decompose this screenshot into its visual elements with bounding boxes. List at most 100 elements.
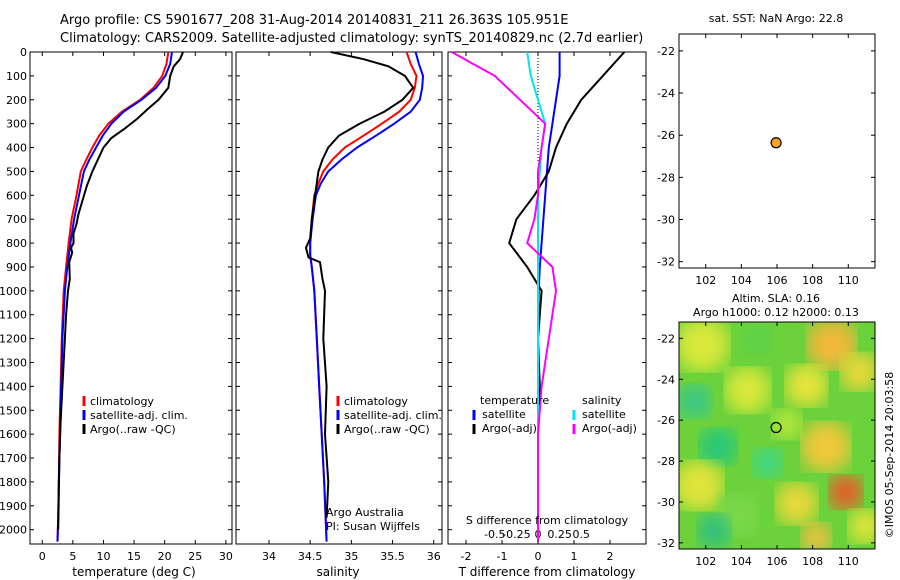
annotation-line-1: Argo Australia <box>326 506 404 519</box>
axes-frame <box>235 51 443 545</box>
argo-position-marker <box>770 421 782 434</box>
sla-blob <box>847 508 875 545</box>
sla-blob <box>723 366 772 415</box>
series-line <box>309 51 425 542</box>
salinity-xlabel: salinity <box>316 565 359 579</box>
x-tick-label: -2 <box>461 550 472 563</box>
x-tick-label: 2 <box>607 550 614 563</box>
y-tick-label: 1000 <box>0 285 27 298</box>
sla-heatmap <box>679 322 875 549</box>
y-tick-label: 1600 <box>0 428 27 441</box>
series-line <box>57 51 184 530</box>
salinity-panel: 34 34.5 35 35.5 36 climatologysatellite-adj. … <box>235 51 443 563</box>
y-tick-label: -22 <box>657 45 675 58</box>
x-tick-label: 102 <box>695 274 716 287</box>
sla-map-title-2: Argo h1000: 0.12 h2000: 0.13 <box>693 306 859 319</box>
y-tick-label: 1400 <box>0 380 27 393</box>
x-tick-label: 108 <box>802 555 823 568</box>
legend-label: Argo(..raw -QC) <box>344 423 430 436</box>
sst-map-panel: -22 -24 -26 -28 -30 -32 102 104 106 108 110 <box>657 33 876 287</box>
sla-blob <box>784 363 829 408</box>
sla-blob <box>741 324 774 357</box>
sla-blob <box>800 420 852 473</box>
y-tick-label: 1300 <box>0 356 27 369</box>
x-tick-top-label: 0.5 <box>572 528 590 541</box>
legend-group-title: salinity <box>582 394 622 407</box>
difference-xlabel: T difference from climatology <box>458 565 636 579</box>
x-tick-label: 10 <box>96 550 110 563</box>
x-tick-top-label: 0.25 <box>547 528 572 541</box>
x-tick-label: 110 <box>838 555 859 568</box>
map-frame <box>678 33 876 269</box>
x-tick-label: 34 <box>262 550 276 563</box>
y-tick-label: 1500 <box>0 404 27 417</box>
y-tick-label: 900 <box>6 261 27 274</box>
sla-blob <box>679 322 731 373</box>
series-line <box>56 51 173 542</box>
legend-label: climatology <box>90 395 154 408</box>
x-tick-label: 1 <box>571 550 578 563</box>
sla-map-title-1: Altim. SLA: 0.16 <box>732 292 820 305</box>
sst-map-title: sat. SST: NaN Argo: 22.8 <box>709 12 843 25</box>
sla-blob <box>827 474 864 511</box>
y-tick-label: -32 <box>657 537 675 550</box>
y-tick-label: -24 <box>657 373 675 386</box>
x-tick-label: 106 <box>767 555 788 568</box>
legend-label: Argo(-adj) <box>482 422 537 435</box>
y-tick-label: -24 <box>657 87 675 100</box>
y-tick-label: -28 <box>657 171 675 184</box>
x-tick-label: 35 <box>344 550 358 563</box>
y-tick-label: 800 <box>6 237 27 250</box>
sla-blob <box>698 426 739 467</box>
legend-label: climatology <box>344 395 408 408</box>
y-tick-label: -30 <box>657 496 675 509</box>
difference-panel: -2 -1 0 1 2-0.5-0.25 0 0.25 0.5temperaturesatel… <box>447 51 647 563</box>
y-tick-label: -28 <box>657 455 675 468</box>
legend-group-title: temperature <box>480 394 549 407</box>
y-tick-label: 0 <box>20 46 27 59</box>
series-line <box>526 51 547 542</box>
series-line <box>508 51 626 542</box>
y-tick-label: 1800 <box>0 476 27 489</box>
sla-blob <box>679 459 725 512</box>
x-tick-label: 104 <box>731 555 752 568</box>
x-tick-label: 15 <box>127 550 141 563</box>
y-tick-label: 500 <box>6 165 27 178</box>
y-tick-label: 300 <box>6 118 27 131</box>
x-tick-label: 0 <box>39 550 46 563</box>
y-tick-label: -26 <box>657 129 675 142</box>
x-tick-label: 30 <box>219 550 233 563</box>
legend-label: satellite <box>482 408 526 421</box>
x-tick-label: 35.5 <box>380 550 405 563</box>
x-tick-label: 108 <box>802 274 823 287</box>
sla-blob <box>800 521 833 549</box>
x-tick-label: 106 <box>767 274 788 287</box>
sla-blob <box>770 408 803 441</box>
series-line <box>304 51 415 518</box>
legend-label: satellite-adj. clim. <box>344 409 442 422</box>
annotation-line-2: PI: Susan Wijffels <box>326 520 420 533</box>
x-tick-label: 20 <box>158 550 172 563</box>
y-tick-label: 400 <box>6 142 27 155</box>
argo-position-marker <box>770 137 782 149</box>
x-tick-label: 110 <box>838 274 859 287</box>
legend-label: Argo(..raw -QC) <box>90 423 176 436</box>
x-tick-label: 25 <box>188 550 202 563</box>
y-tick-label: 2000 <box>0 524 27 537</box>
y-tick-label: -32 <box>657 256 675 269</box>
legend-label: satellite-adj. clim. <box>90 409 188 422</box>
sla-blob <box>774 481 819 526</box>
x-tick-label: 104 <box>731 274 752 287</box>
y-tick-label: 100 <box>6 70 27 83</box>
imos-side-label: ©IMOS 05-Sep-2014 20:03:58 <box>883 372 896 538</box>
y-tick-label: 1100 <box>0 309 27 322</box>
axes-frame <box>29 51 233 545</box>
legend-label: satellite <box>582 408 626 421</box>
header-line-2: Climatology: CARS2009. Satellite-adjuste… <box>60 31 643 46</box>
x-tick-label: 34.5 <box>298 550 323 563</box>
temperature-panel: 0100200300400500600700800900100011001200… <box>0 46 233 563</box>
x-tick-label: -1 <box>497 550 508 563</box>
y-tick-label: 700 <box>6 213 27 226</box>
series-line <box>56 51 170 542</box>
